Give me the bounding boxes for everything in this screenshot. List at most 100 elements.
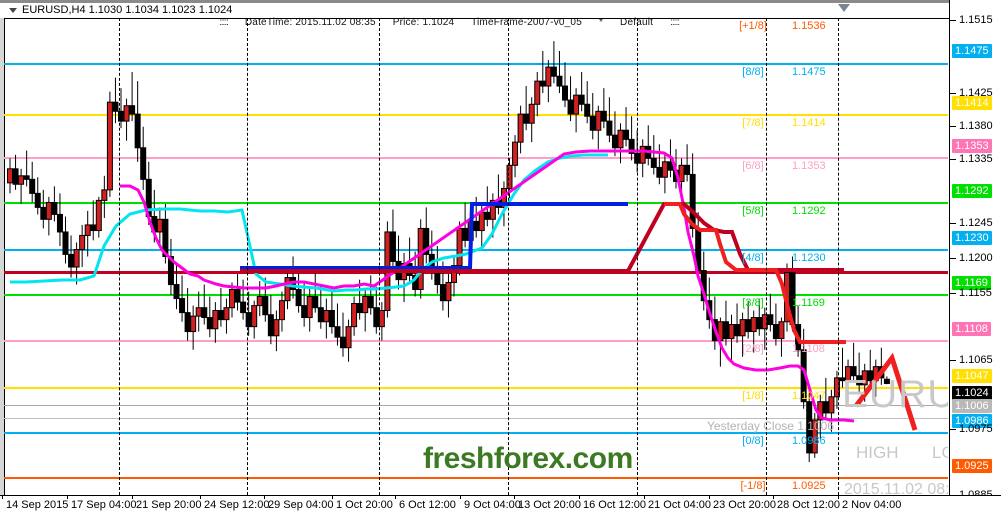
time-tick-label: 23 Oct 20:00 bbox=[713, 499, 776, 511]
level-label: [0/8] 1.0986 bbox=[730, 435, 826, 447]
time-tick bbox=[773, 496, 774, 499]
level-value: 1.1353 bbox=[792, 160, 826, 172]
info-price: Price: 1.1024 bbox=[392, 17, 455, 28]
indicator-overlays bbox=[10, 149, 918, 431]
level-tag: [6/8] bbox=[742, 160, 764, 172]
price-tick bbox=[950, 360, 956, 361]
level-value: 1.1414 bbox=[792, 117, 826, 129]
period-separator bbox=[247, 18, 248, 495]
time-tick-label: 28 Oct 12:00 bbox=[777, 499, 840, 511]
price-axis[interactable]: 1.1515 1.1475 1.1425 1.1414 1.1380 1.1353 1.13… bbox=[950, 0, 1001, 501]
level-tag: [3/8] bbox=[742, 297, 764, 309]
cyan-step-line bbox=[10, 153, 608, 293]
price-tick bbox=[950, 93, 956, 94]
time-tick bbox=[838, 496, 839, 499]
blue-step-line bbox=[240, 202, 628, 270]
level-line bbox=[4, 340, 948, 342]
gray-close-line bbox=[4, 405, 948, 406]
price-tick-label: 1.1380 bbox=[959, 120, 993, 132]
info-datetime: DateTime: 2015.11.02 08:35 bbox=[244, 17, 376, 28]
time-tick bbox=[395, 496, 396, 499]
brand-watermark: freshforex.com bbox=[423, 442, 633, 475]
level-tag: [-1/8] bbox=[740, 480, 766, 492]
yesterday-close-label: Yesterday Close 1.1006 bbox=[707, 419, 834, 433]
price-level-badge: 1.1024 bbox=[952, 386, 992, 400]
level-value: 1.0986 bbox=[792, 435, 826, 447]
period-separator bbox=[379, 18, 380, 495]
chart-plot-area[interactable]: [+1/8] 1.1536 [8/8] 1.1475 [7/8] 1.1414 [6/8] 1… bbox=[4, 18, 948, 495]
level-tag: [8/8] bbox=[742, 66, 764, 78]
time-tick bbox=[644, 496, 645, 499]
chevron-down-icon[interactable] bbox=[9, 8, 17, 13]
period-separator bbox=[838, 18, 839, 495]
time-tick bbox=[200, 496, 201, 499]
level-value: 1.1475 bbox=[792, 66, 826, 78]
price-tick-label: 1.1155 bbox=[959, 287, 992, 299]
plot-top-border bbox=[4, 18, 950, 19]
level-line bbox=[4, 157, 948, 159]
level-line bbox=[4, 294, 948, 296]
gray-yesterday-line bbox=[4, 418, 948, 419]
time-tick bbox=[2, 496, 3, 499]
level-value: 1.1108 bbox=[792, 343, 825, 355]
time-tick bbox=[67, 496, 68, 499]
time-tick-label: 13 Oct 20:00 bbox=[518, 499, 581, 511]
time-tick-label: 29 Sep 04:00 bbox=[268, 499, 334, 511]
level-tag: [1/8] bbox=[742, 390, 764, 402]
period-separator bbox=[766, 18, 767, 495]
period-separator bbox=[119, 18, 120, 495]
time-tick-label: 2 Nov 04:00 bbox=[842, 499, 902, 511]
info-profile: Default bbox=[620, 17, 654, 28]
info-dots-left: ::::: bbox=[219, 17, 229, 28]
price-tick bbox=[950, 159, 956, 160]
time-axis[interactable]: 14 Sep 2015 17 Sep 04:00 21 Sep 20:00 24 Se… bbox=[0, 496, 1001, 518]
time-tick-label: 21 Sep 20:00 bbox=[136, 499, 202, 511]
time-tick-label: 6 Oct 12:00 bbox=[399, 499, 456, 511]
triangle-down-marker-icon bbox=[838, 4, 850, 12]
level-label: [6/8] 1.1353 bbox=[730, 160, 826, 172]
level-label: [-1/8] 1.0925 bbox=[730, 480, 826, 492]
price-tick bbox=[950, 258, 956, 259]
info-dots-right: ::::: bbox=[670, 17, 680, 28]
time-tick-label: 1 Oct 20:00 bbox=[336, 499, 393, 511]
candlestick-series bbox=[7, 41, 890, 463]
info-asterisk: * bbox=[598, 17, 604, 28]
level-value: 1.1230 bbox=[792, 252, 826, 264]
level-tag: [0/8] bbox=[742, 435, 764, 447]
time-tick bbox=[514, 496, 515, 499]
price-level-badge: 1.1230 bbox=[952, 231, 992, 245]
price-tick bbox=[950, 429, 956, 430]
price-tick-label: 1.1335 bbox=[959, 153, 993, 165]
level-label: [7/8] 1.1414 bbox=[730, 117, 826, 129]
chart-header: EURUSD,H4 1.1030 1.1034 1.1023 1.1024 bbox=[0, 3, 1001, 18]
time-tick bbox=[332, 496, 333, 499]
time-tick bbox=[132, 496, 133, 499]
price-level-badge: 1.1353 bbox=[952, 139, 992, 153]
chart-left-scroll-strip[interactable] bbox=[0, 18, 4, 495]
price-level-badge: 1.1047 bbox=[952, 369, 992, 383]
level-label: [8/8] 1.1475 bbox=[730, 66, 826, 78]
time-tick-label: 21 Oct 04:00 bbox=[648, 499, 711, 511]
time-tick-label: 14 Sep 2015 bbox=[6, 499, 69, 511]
datetime-watermark: 2015.11.02 08:35 bbox=[844, 481, 948, 495]
level-tag: [2/8] bbox=[742, 343, 764, 355]
level-value: 1.1292 bbox=[792, 205, 826, 217]
time-tick bbox=[579, 496, 580, 499]
time-tick bbox=[460, 496, 461, 499]
period-separator bbox=[637, 18, 638, 495]
red-resistance-step bbox=[664, 202, 846, 344]
low-watermark-label: LOW bbox=[932, 443, 948, 462]
level-line bbox=[4, 432, 948, 434]
price-level-badge: 1.1108 bbox=[952, 322, 991, 336]
time-tick-label: 9 Oct 04:00 bbox=[464, 499, 521, 511]
price-level-badge: 1.1292 bbox=[952, 184, 992, 198]
level-line bbox=[4, 387, 948, 389]
price-tick-label: 1.1515 bbox=[959, 14, 993, 26]
level-value: 1.0925 bbox=[792, 480, 826, 492]
time-tick bbox=[709, 496, 710, 499]
level-value: 1.1169 bbox=[792, 297, 825, 309]
level-tag: [4/8] bbox=[742, 252, 764, 264]
level-value: 1.1536 bbox=[792, 20, 826, 32]
forecast-zigzag bbox=[854, 352, 918, 431]
